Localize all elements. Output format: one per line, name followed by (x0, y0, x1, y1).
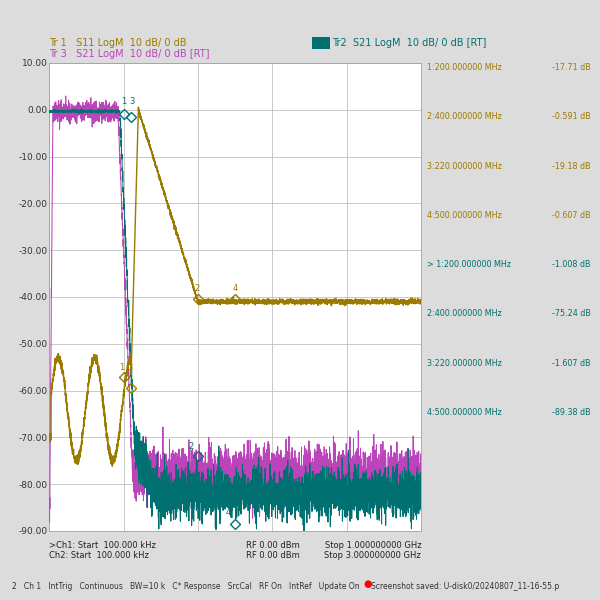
Text: > 1:200.000000 MHz: > 1:200.000000 MHz (427, 260, 511, 269)
Text: Screenshot saved: U-disk0/20240807_11-16-55.p: Screenshot saved: U-disk0/20240807_11-16… (371, 582, 559, 591)
Text: 2   Ch 1   IntTrig   Continuous   BW=10 k   C* Response   SrcCal   RF On   IntRe: 2 Ch 1 IntTrig Continuous BW=10 k C* Res… (12, 582, 359, 591)
Text: RF 0.00 dBm: RF 0.00 dBm (247, 541, 300, 550)
Text: RF 0.00 dBm: RF 0.00 dBm (247, 551, 300, 560)
Text: >Ch1: Start  100.000 kHz: >Ch1: Start 100.000 kHz (49, 541, 156, 550)
Text: Stop 3.000000000 GHz: Stop 3.000000000 GHz (325, 551, 421, 560)
Text: 2:400.000000 MHz: 2:400.000000 MHz (427, 310, 502, 319)
Text: 1: 1 (121, 97, 126, 106)
Text: -89.38 dB: -89.38 dB (553, 408, 591, 417)
Text: Tr 3   S21 LogM  10 dB/ 0 dB [RT]: Tr 3 S21 LogM 10 dB/ 0 dB [RT] (49, 49, 210, 59)
Text: 4: 4 (232, 284, 238, 293)
Text: -1.008 dB: -1.008 dB (553, 260, 591, 269)
Text: ●: ● (363, 580, 371, 589)
Text: 3:220.000000 MHz: 3:220.000000 MHz (427, 359, 502, 368)
Text: Ch2: Start  100.000 kHz: Ch2: Start 100.000 kHz (49, 551, 149, 560)
Text: 2:400.000000 MHz: 2:400.000000 MHz (427, 112, 502, 121)
Text: Tr 1   S11 LogM  10 dB/ 0 dB: Tr 1 S11 LogM 10 dB/ 0 dB (49, 38, 187, 48)
Text: Tr2  S21 LogM  10 dB/ 0 dB [RT]: Tr2 S21 LogM 10 dB/ 0 dB [RT] (332, 38, 486, 48)
Text: Stop 1.000000000 GHz: Stop 1.000000000 GHz (325, 541, 421, 550)
Text: -19.18 dB: -19.18 dB (553, 161, 591, 170)
Text: 2: 2 (188, 442, 194, 451)
Text: 2: 2 (194, 284, 200, 293)
Text: 1:200.000000 MHz: 1:200.000000 MHz (427, 63, 502, 72)
Text: 4:500.000000 MHz: 4:500.000000 MHz (427, 211, 502, 220)
Text: 3: 3 (129, 97, 134, 106)
Text: 4:500.000000 MHz: 4:500.000000 MHz (427, 408, 502, 417)
Text: 4: 4 (225, 508, 230, 517)
Text: 3: 3 (127, 362, 133, 371)
Text: -1.607 dB: -1.607 dB (553, 359, 591, 368)
Text: 1: 1 (119, 362, 124, 371)
Text: -0.591 dB: -0.591 dB (552, 112, 591, 121)
Text: 3:220.000000 MHz: 3:220.000000 MHz (427, 161, 502, 170)
Text: -75.24 dB: -75.24 dB (552, 310, 591, 319)
Text: -17.71 dB: -17.71 dB (552, 63, 591, 72)
Text: -0.607 dB: -0.607 dB (553, 211, 591, 220)
